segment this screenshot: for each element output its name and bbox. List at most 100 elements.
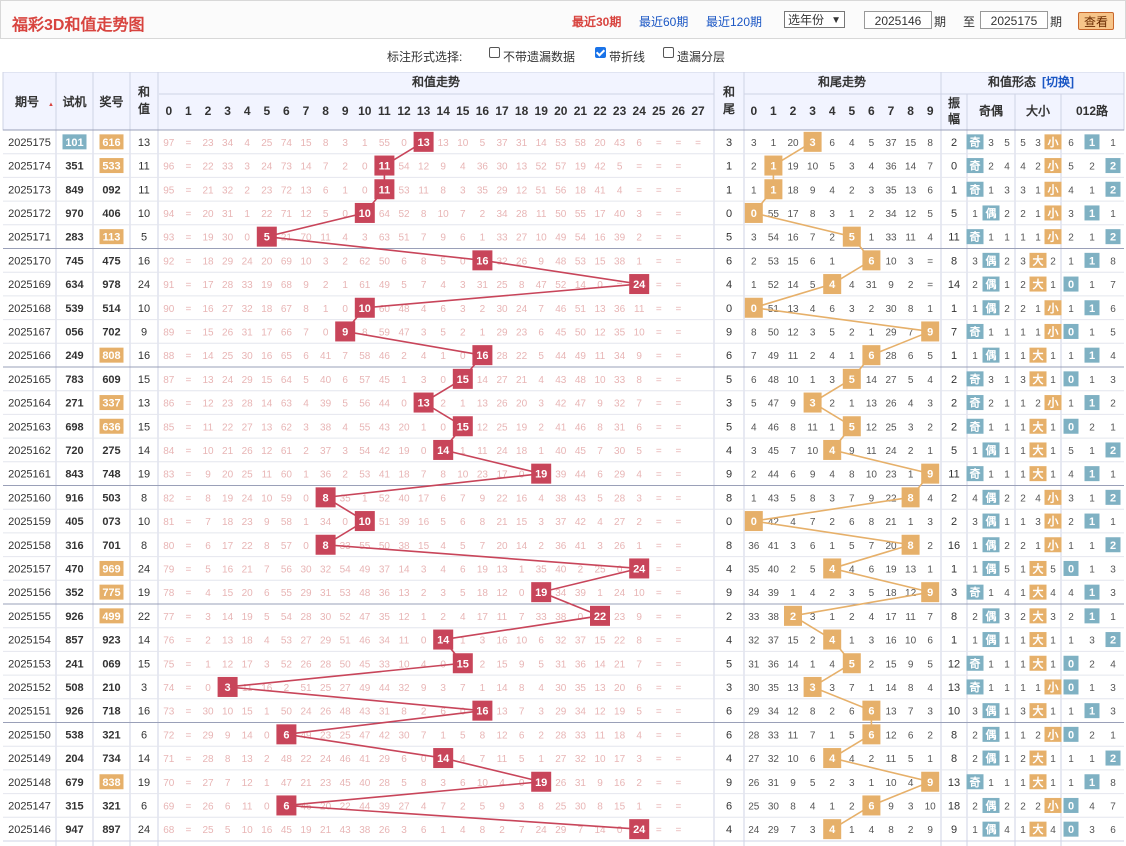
- sum-miss: 9: [225, 730, 231, 741]
- sum-hit-marker: [472, 250, 493, 271]
- odd-mark: [966, 774, 984, 790]
- sum-miss: 28: [320, 659, 332, 670]
- tail-miss: 5: [810, 778, 816, 789]
- sum-miss: =: [185, 588, 191, 599]
- sum-miss: 26: [614, 541, 626, 552]
- issue-number: 2025167: [8, 326, 51, 338]
- sum-miss: 15: [261, 375, 273, 386]
- size-miss: 1: [1050, 422, 1056, 433]
- sum-miss: =: [185, 185, 191, 196]
- recent30-link[interactable]: 最近30期: [572, 15, 622, 29]
- prize-number: 475: [102, 255, 120, 267]
- layer-label[interactable]: 遗漏分层: [677, 50, 726, 64]
- sum-miss: 1: [342, 185, 348, 196]
- sum-miss: 6: [323, 185, 329, 196]
- sum-miss: 18: [242, 636, 254, 647]
- size-miss: 2: [1020, 304, 1026, 315]
- route-label: 1: [1089, 469, 1095, 481]
- prize-highlight: [99, 418, 124, 434]
- sum-miss: =: [185, 470, 191, 481]
- size-miss: 1: [1035, 233, 1041, 244]
- sum-col-header: 25: [652, 104, 666, 118]
- big-label: 大: [1033, 775, 1044, 789]
- sum-miss: 5: [636, 707, 642, 718]
- tail-miss: 2: [908, 825, 914, 836]
- tail-miss: 6: [908, 730, 914, 741]
- sum-value: 13: [138, 398, 150, 410]
- sum-value: 16: [138, 706, 150, 718]
- recent120-link[interactable]: 最近120期: [706, 15, 763, 29]
- polyline-label[interactable]: 带折线: [609, 50, 646, 64]
- sum-miss: 24: [300, 707, 312, 718]
- sum-miss: 6: [519, 730, 525, 741]
- sum-miss: 45: [555, 327, 567, 338]
- route-label: 0: [1068, 279, 1074, 291]
- tail-miss: 48: [768, 375, 780, 386]
- sum-miss: 20: [261, 256, 273, 267]
- sum-miss: 6: [538, 636, 544, 647]
- recent60-link[interactable]: 最近60期: [639, 15, 689, 29]
- sum-hit-marker: [590, 605, 610, 626]
- query-button[interactable]: 查看: [1078, 12, 1114, 30]
- year-select[interactable]: 选年份 ▼: [784, 11, 845, 28]
- sum-miss: 36: [575, 659, 587, 670]
- tail-miss: 3: [829, 683, 835, 694]
- sum-miss: 30: [202, 707, 214, 718]
- tail-miss: 4: [810, 588, 816, 599]
- tail-col-header: 0: [750, 104, 757, 118]
- big-label: 大: [1033, 585, 1044, 599]
- from-issue-input[interactable]: 2025146: [864, 11, 932, 29]
- sum-miss: 9: [303, 280, 309, 291]
- tail-hit-marker: [823, 274, 842, 295]
- tail-miss: 4: [869, 825, 875, 836]
- big-mark: [1029, 821, 1047, 837]
- sum-hit-label: 8: [323, 540, 329, 552]
- route-mark: [1105, 632, 1121, 648]
- small-mark: [1044, 726, 1062, 742]
- trial-number: 538: [65, 729, 83, 741]
- sum-miss: =: [675, 659, 681, 670]
- sum-hit-marker: [472, 700, 493, 721]
- oe-miss: 1: [1004, 636, 1010, 647]
- sum-miss: 8: [421, 778, 427, 789]
- polyline-checkbox[interactable]: [595, 47, 606, 58]
- sum-miss: 7: [636, 659, 642, 670]
- size-miss: 1: [1020, 399, 1026, 410]
- sum-miss: 14: [261, 399, 273, 410]
- sum-miss: 75: [163, 659, 175, 670]
- small-mark: [1044, 300, 1062, 316]
- no-miss-checkbox[interactable]: [489, 47, 500, 58]
- sum-miss: 32: [575, 754, 587, 765]
- sum-miss: 29: [555, 825, 567, 836]
- tail-miss: 35: [885, 185, 897, 196]
- tail-miss: 2: [829, 778, 835, 789]
- sum-miss: 19: [202, 233, 214, 244]
- sum-miss: =: [675, 422, 681, 433]
- amplitude-value: 18: [948, 800, 960, 812]
- tail-miss: 37: [885, 138, 897, 149]
- route-mark: [1063, 679, 1079, 695]
- sum-miss: 30: [242, 351, 254, 362]
- sum-miss: 40: [555, 446, 567, 457]
- sum-miss: 21: [496, 517, 508, 528]
- sum-miss: 1: [460, 399, 466, 410]
- sum-miss: 7: [460, 209, 466, 220]
- tail-miss: 1: [908, 470, 914, 481]
- prize-number: 113: [103, 232, 121, 244]
- issue-number: 2025149: [8, 753, 51, 765]
- sum-miss: =: [656, 564, 662, 575]
- sum-miss: =: [185, 778, 191, 789]
- sum-miss: =: [675, 162, 681, 173]
- route-label: 0: [1068, 326, 1074, 338]
- sum-hit-label: 24: [633, 279, 646, 291]
- sum-value: 15: [138, 421, 150, 433]
- switch-link[interactable]: [切换]: [1042, 74, 1074, 89]
- sum-col-header: 23: [613, 104, 627, 118]
- issue-number: 2025146: [8, 824, 51, 836]
- layer-checkbox[interactable]: [663, 47, 674, 58]
- to-issue-input[interactable]: 2025175: [980, 11, 1048, 29]
- sum-miss: 33: [536, 612, 548, 623]
- tail-miss: 9: [927, 825, 933, 836]
- sum-col-header: 7: [303, 104, 310, 118]
- no-miss-label[interactable]: 不带遗漏数据: [503, 50, 576, 64]
